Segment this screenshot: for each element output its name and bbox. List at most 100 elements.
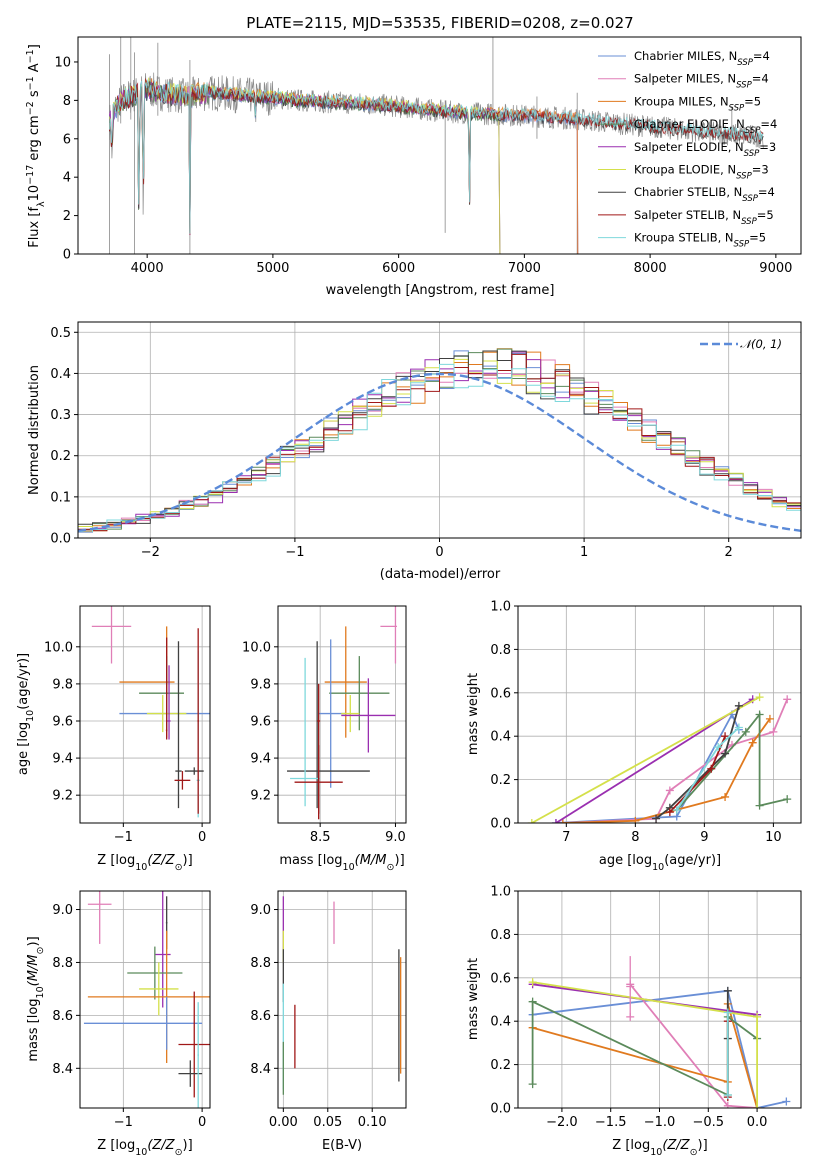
y-tick-label: 0.8 xyxy=(490,928,511,943)
point-marker xyxy=(527,819,536,823)
legend-label: Salpeter ELODIE, NSSP=3 xyxy=(634,140,776,159)
point-marker xyxy=(755,710,764,719)
x-tick-label: 0.0 xyxy=(747,1115,768,1130)
y-tick-label: 8.4 xyxy=(250,1062,271,1077)
point-marker xyxy=(723,1101,732,1108)
age-vs-Z-xlabel: Z [log10(Z/Z⊙)] xyxy=(97,853,192,873)
point-marker xyxy=(734,723,743,732)
point-marker xyxy=(714,743,723,752)
mass-vs-EBV-ticks: 0.00 0.05 0.10 8.4 8.6 8.8 9.0 xyxy=(250,891,406,1130)
y-tick-label: 9.4 xyxy=(250,752,271,767)
legend-text: Kroupa MILES, N xyxy=(634,94,729,108)
age-vs-Z-frame xyxy=(79,605,211,824)
x-tick-label: 1 xyxy=(580,545,588,560)
label-part: ⊙ xyxy=(175,862,183,873)
y-tick-label: 0.1 xyxy=(50,490,71,505)
label-part: (M/M xyxy=(355,853,387,868)
label-part: )] xyxy=(698,1138,708,1153)
x-tick-label: −0.5 xyxy=(693,1115,725,1130)
massweight-vs-age-xlabel: age [log10(age/yr)] xyxy=(599,853,721,873)
point-marker xyxy=(748,738,757,747)
label-part: 10 xyxy=(650,1147,662,1158)
label-part: (Z/Z xyxy=(147,1138,175,1153)
y-tick-label: 0.4 xyxy=(490,730,511,745)
legend-text: Kroupa STELIB, N xyxy=(634,231,734,245)
residual-histogram xyxy=(78,350,801,525)
x-tick-label: −1.0 xyxy=(644,1115,676,1130)
label-part: 10 xyxy=(27,185,42,202)
y-tick-label: 9.2 xyxy=(250,789,271,804)
x-tick-label: −2.0 xyxy=(546,1115,578,1130)
point-marker xyxy=(734,701,743,710)
legend-label: Salpeter STELIB, NSSP=5 xyxy=(634,208,774,227)
x-tick-label: 10 xyxy=(765,830,782,845)
legend-text: Chabrier MILES, N xyxy=(634,49,737,63)
legend-text: =4 xyxy=(753,49,770,63)
legend-label: Kroupa MILES, NSSP=5 xyxy=(634,94,761,113)
x-tick-label: −1 xyxy=(285,545,304,560)
residuals-xlabel: (data-model)/error xyxy=(380,567,501,582)
legend-text: Salpeter MILES, N xyxy=(634,72,736,86)
residual-histogram xyxy=(78,353,801,532)
x-tick-label: −1.5 xyxy=(595,1115,627,1130)
residuals-frame xyxy=(77,321,802,539)
spectrum-xlabel: wavelength [Angstrom, rest frame] xyxy=(326,283,555,298)
mass-vs-EBV-xlabel: E(B-V) xyxy=(322,1138,362,1153)
point-marker xyxy=(665,786,674,795)
label-part: Z [log xyxy=(97,1138,135,1153)
label-part: ⊙ xyxy=(387,862,395,873)
mass-vs-Z-ylabel: mass [log10(M/M⊙)] xyxy=(26,936,46,1061)
y-tick-label: 0.6 xyxy=(490,971,511,986)
model-line xyxy=(108,77,764,235)
label-part: )] xyxy=(183,853,193,868)
legend-text: =5 xyxy=(744,94,761,108)
label-part: Z [log xyxy=(97,853,135,868)
y-tick-label: 8.4 xyxy=(52,1062,73,1077)
massweight-vs-Z-frame xyxy=(517,890,802,1109)
massweight-vs-Z-xlabel: Z [log10(Z/Z⊙)] xyxy=(612,1138,707,1158)
x-tick-label: 5000 xyxy=(256,261,289,276)
massweight-vs-age-ticks: 7 8 9 10 0.0 0.2 0.4 0.6 0.8 1.0 xyxy=(490,600,801,845)
weight-line xyxy=(562,698,789,823)
legend-sub: SSP xyxy=(736,81,752,91)
point-marker xyxy=(721,732,730,741)
point-marker xyxy=(551,819,560,823)
point-marker xyxy=(783,795,792,804)
legend-text: =4 xyxy=(752,72,769,86)
legend-sub: SSP xyxy=(744,149,760,159)
massweight-vs-Z-ticks: −2.0 −1.5 −1.0 −0.5 0.0 0.0 0.2 0.4 0.6 0.8 1.0 xyxy=(490,885,801,1130)
weight-line xyxy=(655,705,740,820)
y-tick-label: 8 xyxy=(63,94,71,109)
y-tick-label: 0.0 xyxy=(490,1102,511,1117)
y-tick-label: 0.4 xyxy=(50,367,71,382)
legend-sub: SSP xyxy=(741,217,757,227)
label-part: −1 xyxy=(25,49,36,63)
label-part: Flux [f xyxy=(27,207,42,248)
y-tick-label: 9.2 xyxy=(52,789,73,804)
mass-vs-EBV-frame xyxy=(277,890,407,1109)
point-marker xyxy=(721,749,730,758)
age-vs-mass-plot xyxy=(287,606,397,820)
point-marker xyxy=(723,1090,732,1099)
point-marker xyxy=(626,1012,635,1021)
point-marker xyxy=(769,727,778,736)
point-marker xyxy=(721,792,730,801)
label-part: 10 xyxy=(135,1147,147,1158)
label-part: ⊙ xyxy=(35,947,46,955)
model-line xyxy=(108,79,764,234)
residuals-ticks: −2 −1 0 1 2 0.0 0.1 0.2 0.3 0.4 0.5 xyxy=(50,322,801,560)
y-tick-label: 10 xyxy=(54,55,71,70)
x-tick-label: 7000 xyxy=(508,261,541,276)
x-tick-label: 0 xyxy=(435,545,443,560)
x-tick-label: 9.0 xyxy=(385,830,406,845)
label-part: mass [log xyxy=(279,853,342,868)
point-marker xyxy=(765,714,774,723)
y-tick-label: 0.3 xyxy=(50,408,71,423)
mass-vs-Z-plot xyxy=(83,891,210,1108)
label-part: −2 xyxy=(25,101,36,115)
point-marker xyxy=(626,982,635,991)
label-part: ] xyxy=(27,44,42,49)
legend-label: Chabrier STELIB, NSSP=4 xyxy=(634,185,775,204)
spectrum-frame xyxy=(77,36,802,255)
